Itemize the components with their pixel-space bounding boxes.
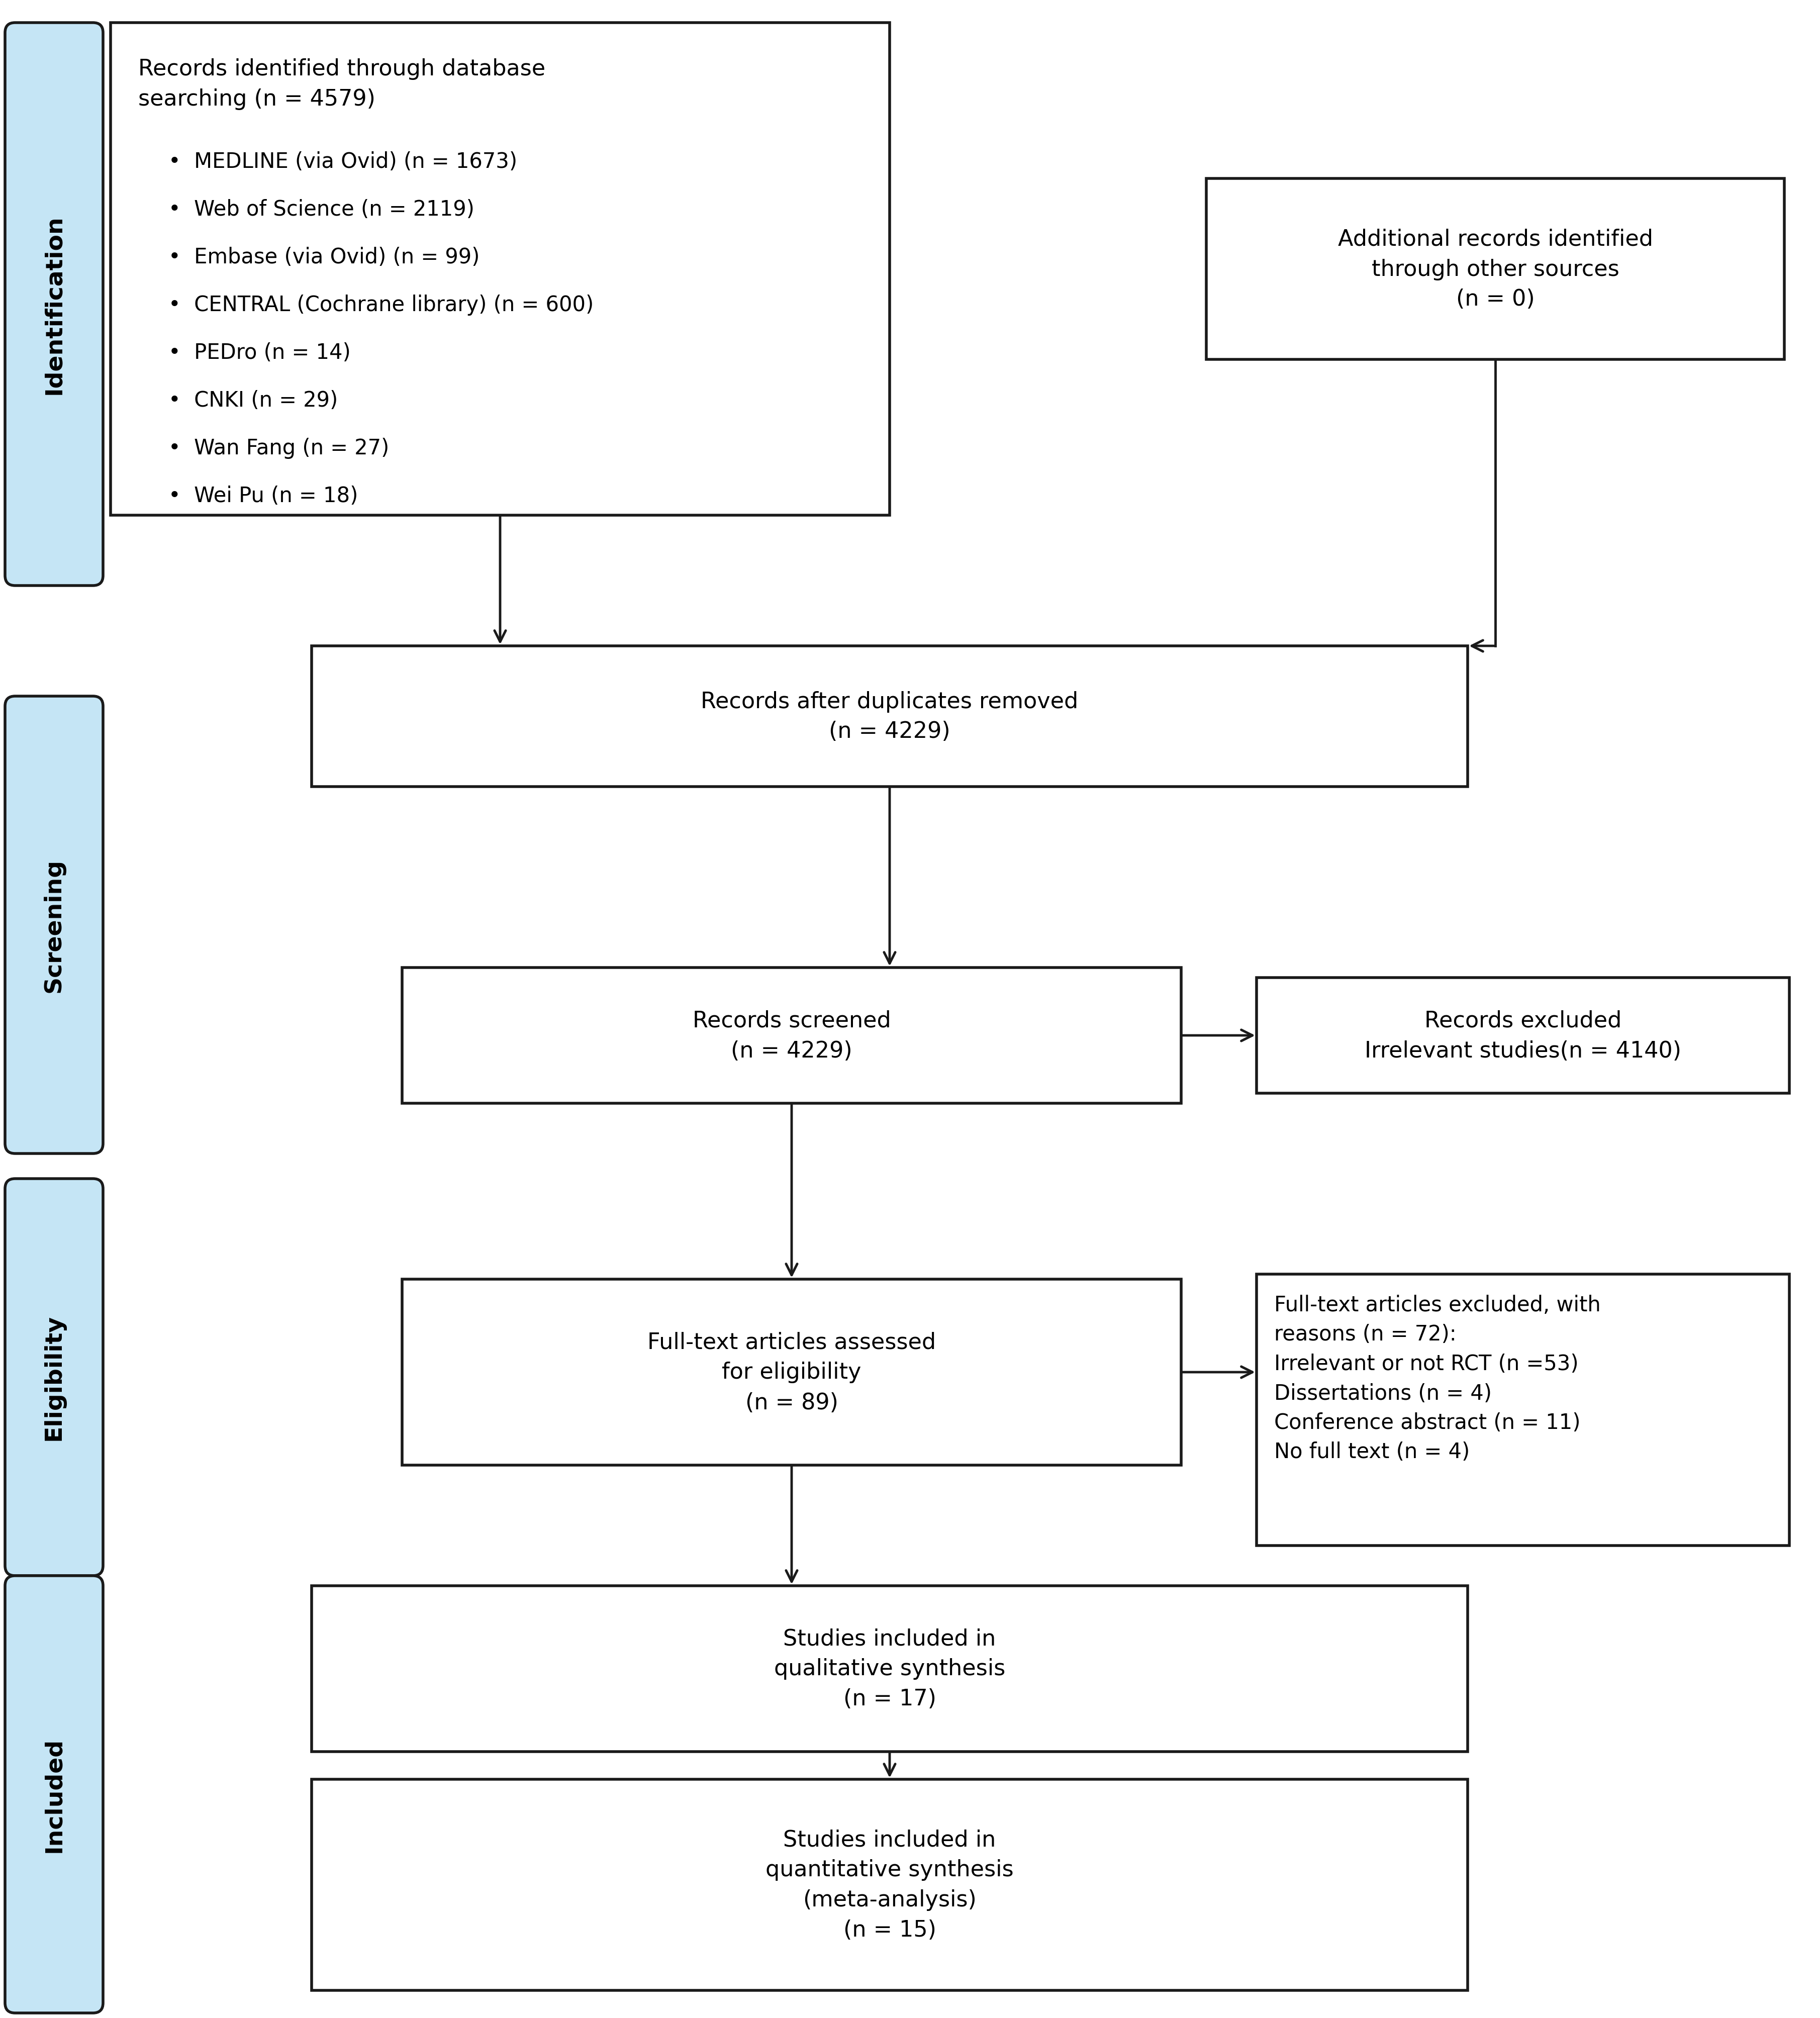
Text: Studies included in
qualitative synthesis
(n = 17): Studies included in qualitative synthesi… — [774, 1629, 1005, 1709]
FancyBboxPatch shape — [311, 646, 1467, 787]
Text: •  Web of Science (n = 2119): • Web of Science (n = 2119) — [169, 200, 475, 220]
Text: Included: Included — [42, 1737, 66, 1853]
Text: Full-text articles excluded, with
reasons (n = 72):
Irrelevant or not RCT (n =53: Full-text articles excluded, with reason… — [1274, 1294, 1602, 1463]
FancyBboxPatch shape — [111, 22, 890, 515]
FancyBboxPatch shape — [5, 22, 104, 585]
Text: Additional records identified
through other sources
(n = 0): Additional records identified through ot… — [1338, 228, 1653, 311]
Text: Full-text articles assessed
for eligibility
(n = 89): Full-text articles assessed for eligibil… — [648, 1332, 935, 1413]
FancyBboxPatch shape — [402, 1279, 1181, 1465]
FancyBboxPatch shape — [311, 1586, 1467, 1752]
Text: Studies included in
quantitative synthesis
(meta-analysis)
(n = 15): Studies included in quantitative synthes… — [766, 1828, 1014, 1941]
Text: Records screened
(n = 4229): Records screened (n = 4229) — [692, 1009, 890, 1061]
FancyBboxPatch shape — [402, 969, 1181, 1104]
Text: Records after duplicates removed
(n = 4229): Records after duplicates removed (n = 42… — [701, 690, 1079, 743]
Text: Screening: Screening — [42, 858, 66, 993]
Text: •  Wan Fang (n = 27): • Wan Fang (n = 27) — [169, 438, 389, 458]
FancyBboxPatch shape — [1256, 979, 1789, 1094]
FancyBboxPatch shape — [5, 1179, 104, 1576]
Text: Records excluded
Irrelevant studies(n = 4140): Records excluded Irrelevant studies(n = … — [1365, 1009, 1682, 1061]
Text: •  PEDro (n = 14): • PEDro (n = 14) — [169, 343, 351, 363]
FancyBboxPatch shape — [5, 696, 104, 1154]
FancyBboxPatch shape — [311, 1780, 1467, 1990]
Text: •  Embase (via Ovid) (n = 99): • Embase (via Ovid) (n = 99) — [169, 246, 480, 268]
FancyBboxPatch shape — [1256, 1273, 1789, 1546]
Text: •  MEDLINE (via Ovid) (n = 1673): • MEDLINE (via Ovid) (n = 1673) — [169, 151, 517, 172]
Text: Identification: Identification — [42, 214, 66, 394]
FancyBboxPatch shape — [1207, 180, 1784, 359]
Text: Eligibility: Eligibility — [42, 1314, 66, 1441]
Text: •  CENTRAL (Cochrane library) (n = 600): • CENTRAL (Cochrane library) (n = 600) — [169, 295, 593, 315]
FancyBboxPatch shape — [5, 1576, 104, 2014]
Text: Records identified through database
searching (n = 4579): Records identified through database sear… — [138, 59, 546, 111]
Text: •  Wei Pu (n = 18): • Wei Pu (n = 18) — [169, 486, 359, 507]
Text: •  CNKI (n = 29): • CNKI (n = 29) — [169, 389, 339, 412]
